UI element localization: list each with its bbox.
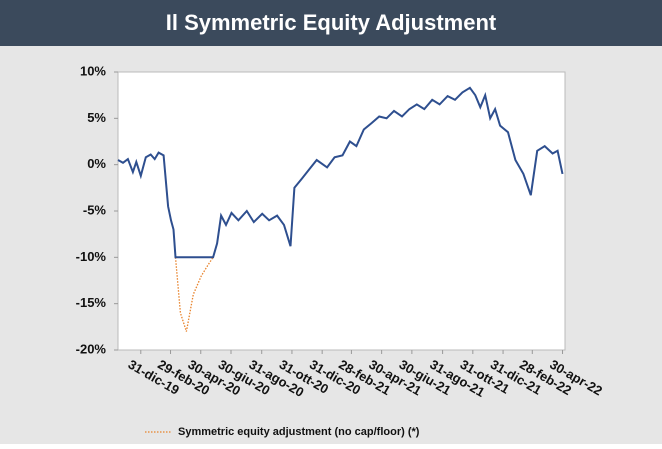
y-tick-label: 10% <box>80 63 106 78</box>
y-tick-label: -20% <box>76 341 107 356</box>
chart-title: Il Symmetric Equity Adjustment <box>166 10 497 35</box>
y-tick-label: 5% <box>87 110 106 125</box>
y-tick-label: -5% <box>83 202 107 217</box>
plot-area <box>117 71 566 351</box>
series-line <box>117 86 564 259</box>
y-tick-label: 0% <box>87 156 106 171</box>
y-tick-label: -10% <box>76 249 107 264</box>
header <box>0 0 662 46</box>
y-tick-label: -15% <box>76 295 107 310</box>
legend-label: Symmetric equity adjustment (no cap/floo… <box>178 426 420 438</box>
